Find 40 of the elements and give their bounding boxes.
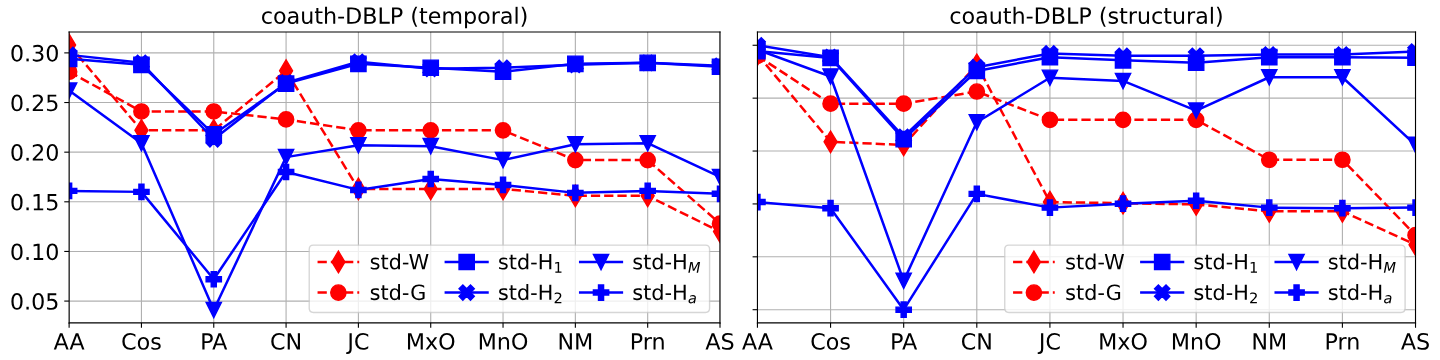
- legend-label: std-H$_{1}$: [1194, 253, 1257, 273]
- x-tick-label: AS: [705, 333, 734, 350]
- chart-title: coauth-DBLP (temporal): [262, 6, 527, 29]
- legend-label: std-G: [370, 284, 425, 301]
- x-tick-label: AS: [1401, 333, 1429, 350]
- legend-label: std-H$_{1}$: [499, 253, 562, 273]
- y-tick-label: 0.30: [11, 44, 58, 62]
- chart-title: coauth-DBLP (structural): [950, 6, 1222, 27]
- legend-label: std-H$_{2}$: [499, 284, 562, 304]
- legend-label: std-H$_{M}$: [633, 253, 701, 273]
- x-tick-label: Cos: [811, 333, 850, 350]
- x-tick-label: Cos: [122, 333, 161, 350]
- x-tick-label: Prn: [1326, 333, 1359, 350]
- x-tick-label: MxO: [407, 333, 455, 350]
- legend-label: std-W: [370, 253, 429, 270]
- y-tick-label: 0.20: [11, 144, 58, 161]
- y-tick-label: 0.15: [11, 193, 58, 211]
- x-tick-label: PA: [202, 333, 228, 350]
- x-tick-label: CN: [271, 333, 300, 350]
- x-tick-label: NM: [1253, 333, 1286, 350]
- legend-label: std-H$_{a}$: [633, 284, 696, 304]
- x-tick-label: JC: [1037, 333, 1060, 354]
- x-tick-label: Prn: [631, 333, 664, 350]
- y-tick-label: 0.10: [11, 243, 58, 261]
- x-tick-label: PA: [892, 333, 918, 350]
- y-tick-label: 0.25: [11, 94, 58, 112]
- x-tick-label: JC: [346, 333, 369, 354]
- legend-label: std-G: [1066, 284, 1121, 301]
- x-tick-label: CN: [961, 333, 991, 350]
- legend-label: std-H$_{M}$: [1328, 253, 1396, 273]
- y-tick-label: 0.05: [11, 293, 58, 310]
- x-tick-label: MnO: [479, 333, 528, 350]
- legend-label: std-W: [1066, 253, 1125, 270]
- x-tick-label: AA: [742, 333, 773, 350]
- x-tick-label: MxO: [1100, 333, 1147, 350]
- legend-label: std-H$_{2}$: [1194, 284, 1257, 304]
- legend-label: std-H$_{a}$: [1328, 284, 1392, 304]
- x-tick-label: NM: [559, 333, 592, 350]
- x-tick-label: AA: [53, 333, 85, 350]
- x-tick-label: MnO: [1172, 333, 1221, 350]
